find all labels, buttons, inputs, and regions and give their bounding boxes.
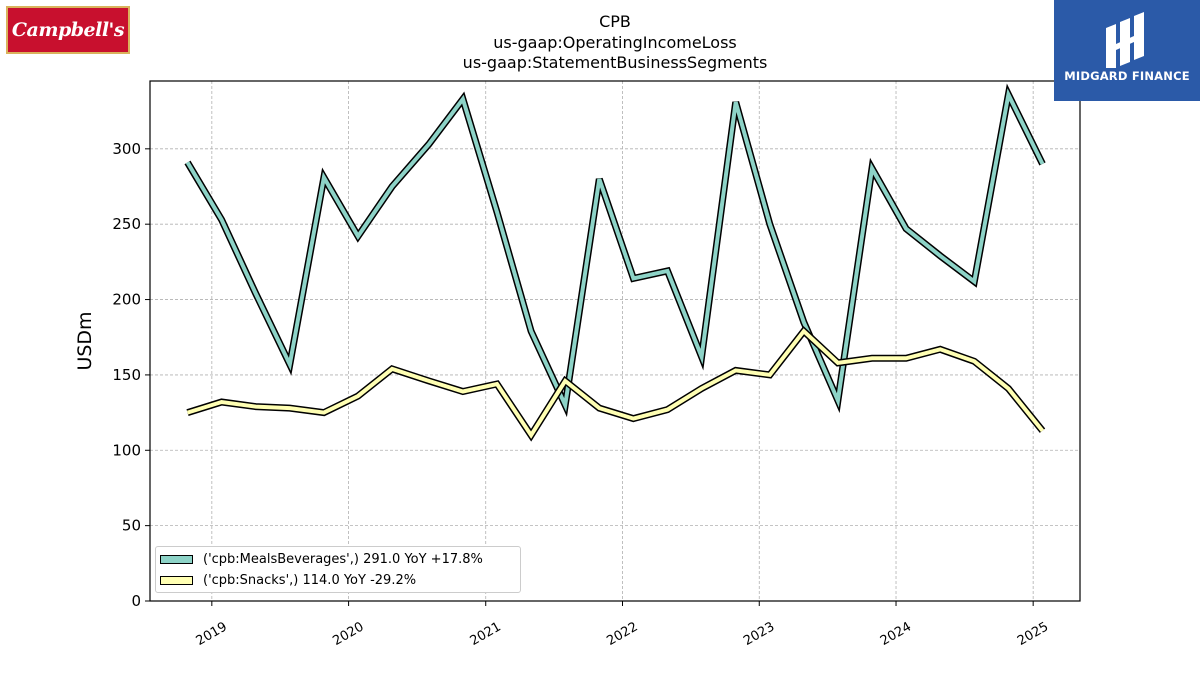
x-axis: 2019 2020 2021 2022 2023 2024 2025 <box>194 601 1051 649</box>
y-tick-label: 250 <box>112 215 141 233</box>
campbells-logo: Campbell's <box>6 6 130 54</box>
midgard-finance-logo: MIDGARD FINANCE <box>1054 0 1200 101</box>
chart-title-line-2: us-gaap:OperatingIncomeLoss <box>493 33 737 52</box>
series-1-line <box>186 328 1045 439</box>
midgard-finance-text: MIDGARD FINANCE <box>1064 69 1190 83</box>
y-tick-label: 100 <box>112 441 141 459</box>
y-tick-label: 150 <box>112 366 141 384</box>
y-tick-label: 0 <box>131 592 141 610</box>
y-axis-label: USDm <box>74 311 96 370</box>
legend-item-meals-beverages: ('cpb:MealsBeverages',) 291.0 YoY +17.8% <box>160 549 483 569</box>
x-tick-label: 2022 <box>604 619 640 649</box>
legend-label-meals-beverages: ('cpb:MealsBeverages',) 291.0 YoY +17.8% <box>203 551 483 567</box>
chart-title-line-3: us-gaap:StatementBusinessSegments <box>463 53 768 72</box>
midgard-mark-icon <box>1106 12 1144 68</box>
chart-title-line-1: CPB <box>599 12 631 31</box>
plot-area-frame <box>149 80 1081 602</box>
series-lines <box>184 83 1046 442</box>
legend: ('cpb:MealsBeverages',) 291.0 YoY +17.8%… <box>155 546 521 593</box>
x-tick-label: 2021 <box>468 619 504 649</box>
x-tick-label: 2020 <box>330 619 366 649</box>
x-tick-label: 2019 <box>194 619 230 649</box>
y-tick-label: 200 <box>112 291 141 309</box>
gridlines <box>150 81 1080 602</box>
legend-swatch-meals-beverages <box>160 554 193 564</box>
x-tick-label: 2025 <box>1015 619 1051 649</box>
series-0-line <box>185 88 1045 413</box>
legend-label-snacks: ('cpb:Snacks',) 114.0 YoY -29.2% <box>203 572 417 588</box>
x-tick-label: 2023 <box>741 619 777 649</box>
legend-item-snacks: ('cpb:Snacks',) 114.0 YoY -29.2% <box>160 570 416 590</box>
series-1-outline <box>186 326 1046 442</box>
x-tick-label: 2024 <box>878 619 914 649</box>
legend-swatch-snacks <box>160 575 193 585</box>
y-tick-label: 300 <box>112 140 141 158</box>
y-tick-label: 50 <box>122 517 141 535</box>
campbells-logo-text: Campbell's <box>11 19 125 41</box>
y-axis: 0 50 100 150 200 250 300 <box>112 140 150 610</box>
